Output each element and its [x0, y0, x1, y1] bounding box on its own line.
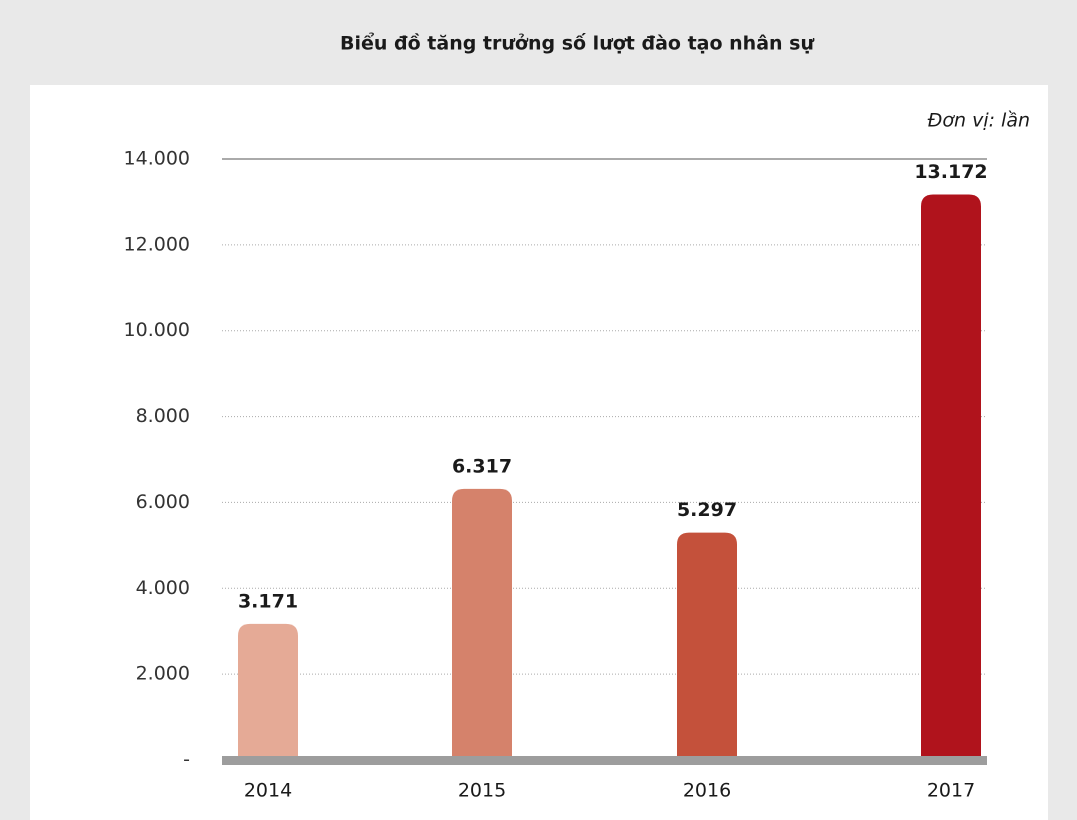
x-tick-label: 2015 — [458, 780, 506, 802]
value-label: 5.297 — [677, 499, 737, 521]
chart-title: Biểu đồ tăng trưởng số lượt đào tạo nhân… — [340, 32, 814, 55]
bar — [452, 488, 512, 756]
y-tick-label: 2.000 — [136, 663, 190, 685]
baseline — [222, 756, 987, 765]
bar — [921, 194, 981, 756]
bar — [238, 623, 298, 756]
value-label: 6.317 — [452, 455, 512, 477]
y-tick-label: 14.000 — [124, 148, 190, 170]
value-label: 3.171 — [238, 590, 298, 612]
value-label: 13.172 — [914, 161, 987, 183]
y-tick-label: 12.000 — [124, 233, 190, 255]
bar — [677, 532, 737, 756]
x-tick-label: 2016 — [683, 780, 731, 802]
x-tick-label: 2017 — [927, 780, 975, 802]
y-tick-label: 10.000 — [124, 319, 190, 341]
unit-label: Đơn vị: lần — [928, 110, 1030, 132]
plot-panel — [30, 85, 1048, 820]
y-tick-label: 8.000 — [136, 405, 190, 427]
x-tick-label: 2014 — [244, 780, 292, 802]
y-tick-label: 4.000 — [136, 577, 190, 599]
y-tick-label: 6.000 — [136, 491, 190, 513]
y-tick-label: - — [183, 749, 190, 771]
